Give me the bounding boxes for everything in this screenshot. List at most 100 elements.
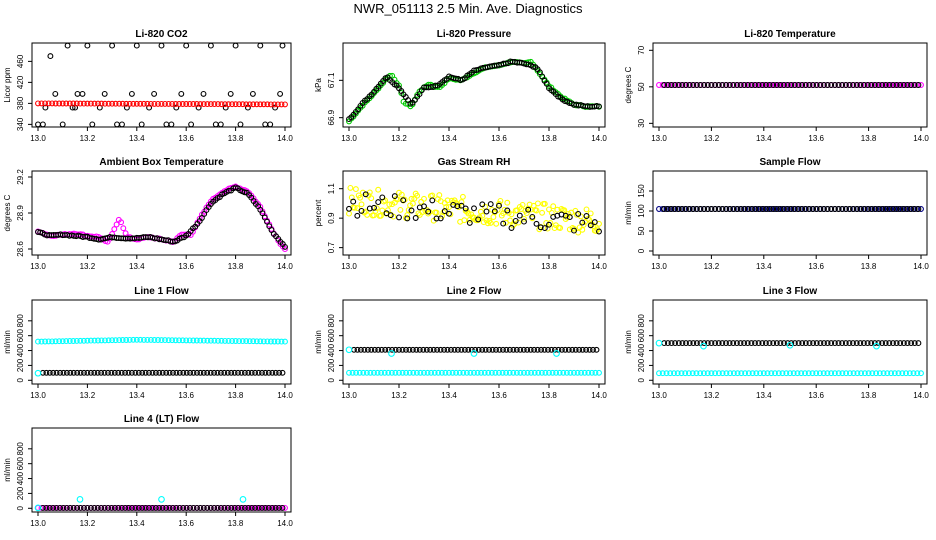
line3-point xyxy=(679,340,686,347)
line2-point xyxy=(510,346,517,353)
sample-xtick-label: 13.2 xyxy=(704,262,720,271)
line4-point xyxy=(152,504,159,511)
line2-point xyxy=(528,369,535,376)
line4-point xyxy=(63,504,70,511)
sample-point xyxy=(853,206,860,212)
line3-point xyxy=(842,340,849,347)
line4-point xyxy=(166,504,173,511)
line3-point xyxy=(813,340,820,347)
line4-point xyxy=(282,504,288,511)
sample-point xyxy=(893,206,900,212)
rh-point xyxy=(500,210,507,217)
co2-point xyxy=(87,100,94,107)
co2-ytick-label: 340 xyxy=(16,117,25,131)
pressure-title: Li-820 Pressure xyxy=(437,29,512,40)
line3-point xyxy=(914,370,921,377)
temp-point xyxy=(795,82,802,88)
rh-point xyxy=(479,212,486,219)
line2-point xyxy=(558,346,565,353)
line3-point xyxy=(820,370,827,377)
line2-point xyxy=(444,346,451,353)
line2-point xyxy=(524,369,531,376)
rh-point xyxy=(596,228,602,235)
rh-point xyxy=(508,225,515,231)
pressure-xtick-label: 13.0 xyxy=(341,134,357,143)
rh-point xyxy=(404,215,411,222)
line2-point xyxy=(551,346,558,353)
sample-point xyxy=(777,206,784,212)
line4-point xyxy=(111,504,118,511)
rh-point xyxy=(516,212,523,219)
co2-point xyxy=(188,121,195,128)
line2-point xyxy=(360,369,367,376)
line4-point xyxy=(183,504,190,511)
line3-point xyxy=(873,342,880,350)
line1-point xyxy=(77,337,84,344)
rh-xtick-label: 13.4 xyxy=(441,262,457,271)
line1-point xyxy=(183,369,190,376)
line3-point xyxy=(766,340,773,347)
line2-point xyxy=(538,369,545,376)
sample-point xyxy=(860,206,867,212)
line1-point xyxy=(176,369,183,376)
line1-point xyxy=(122,369,129,376)
line2-point xyxy=(470,350,478,357)
line3-xtick-label: 13.0 xyxy=(651,391,667,400)
sample-xtick-label: 13.8 xyxy=(861,262,877,271)
co2-point xyxy=(98,100,105,107)
rh-point xyxy=(579,219,586,226)
sample-ytick-label: 0 xyxy=(637,248,646,253)
co2-point xyxy=(246,101,253,108)
line4-point xyxy=(265,504,272,511)
co2-point xyxy=(45,100,52,107)
line2-point xyxy=(571,369,577,376)
rh-point xyxy=(397,206,404,213)
line1-point xyxy=(279,369,286,376)
line2-point xyxy=(592,369,599,376)
rh-point xyxy=(458,199,465,206)
co2-point xyxy=(236,101,243,108)
line1-point xyxy=(165,337,172,344)
line3-point xyxy=(779,370,786,377)
co2-series-1 xyxy=(35,100,288,108)
line1-point xyxy=(98,337,105,344)
line3-point xyxy=(813,370,820,377)
temp-point xyxy=(868,82,875,88)
temp-point xyxy=(704,82,711,88)
rh-point xyxy=(483,217,490,224)
line3-point xyxy=(843,370,850,377)
rh-point xyxy=(591,219,598,226)
temp-point xyxy=(719,82,726,88)
line1-point xyxy=(183,337,190,344)
line2-point xyxy=(531,346,538,353)
line1-point xyxy=(169,337,176,344)
sample-point xyxy=(755,206,762,212)
temp-point xyxy=(675,82,682,88)
rh-point xyxy=(444,197,451,204)
temp-point xyxy=(828,82,835,88)
line1-point xyxy=(260,338,267,345)
line3-point xyxy=(805,370,812,377)
line2-point xyxy=(492,369,499,376)
rh-point xyxy=(446,210,452,217)
line3-point xyxy=(693,340,700,347)
line3-point xyxy=(668,340,675,347)
line1-point xyxy=(272,369,279,376)
ambient-ytick-label: 28.9 xyxy=(16,205,25,221)
line4-point xyxy=(98,504,105,511)
line3-point xyxy=(719,340,726,347)
line3-point xyxy=(799,340,806,347)
line2-point xyxy=(446,369,452,376)
line1-point xyxy=(252,369,259,376)
sample-point xyxy=(888,206,895,212)
co2-point xyxy=(47,53,54,60)
line4-point xyxy=(159,504,166,511)
co2-point xyxy=(204,101,211,108)
rh-point xyxy=(386,201,393,208)
temp-point xyxy=(890,82,896,88)
line1-point xyxy=(133,336,140,343)
co2-point xyxy=(109,100,116,107)
rh-point xyxy=(408,207,415,214)
sample-point xyxy=(799,206,806,212)
temp-xtick-label: 13.2 xyxy=(704,134,720,143)
